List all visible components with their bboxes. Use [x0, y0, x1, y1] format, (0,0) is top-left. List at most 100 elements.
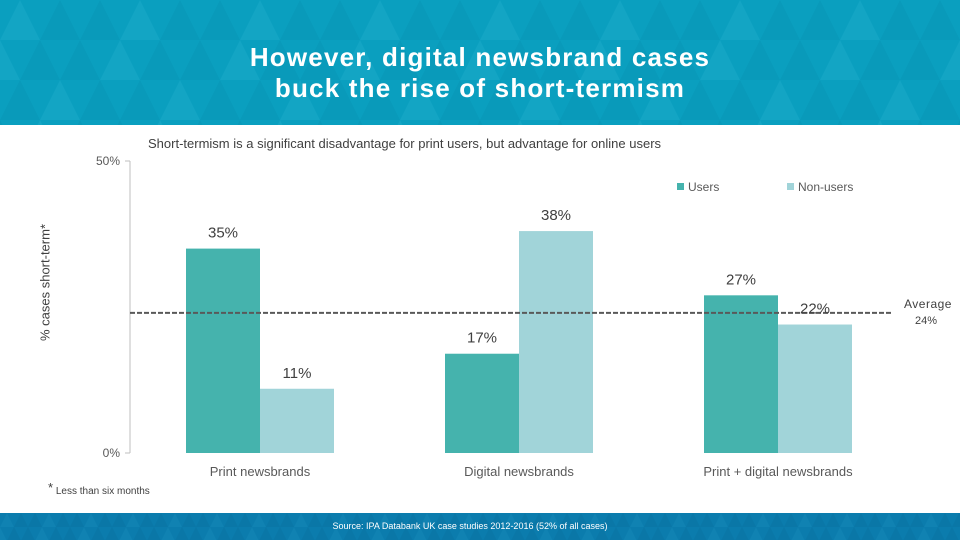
pattern-triangle	[680, 0, 720, 40]
pattern-triangle	[640, 80, 680, 120]
pattern-triangle	[847, 527, 861, 540]
legend-swatch-users	[677, 183, 684, 190]
pattern-triangle	[441, 527, 455, 540]
pattern-triangle	[77, 120, 83, 125]
pattern-triangle	[0, 40, 20, 80]
pattern-triangle	[182, 513, 196, 527]
pattern-triangle	[700, 40, 740, 80]
pattern-triangle	[112, 513, 126, 527]
pattern-triangle	[868, 513, 882, 527]
legend-item-users: Users	[677, 180, 719, 194]
pattern-triangle	[320, 0, 360, 40]
pattern-triangle	[553, 527, 567, 540]
pattern-triangle	[532, 513, 546, 527]
pattern-triangle	[84, 513, 98, 527]
header-triangle-pattern	[0, 0, 960, 125]
pattern-triangle	[497, 527, 511, 540]
pattern-triangle	[837, 120, 843, 125]
pattern-triangle	[336, 513, 350, 527]
pattern-triangle	[277, 120, 283, 125]
pattern-triangle	[742, 513, 756, 527]
pattern-triangle	[308, 513, 322, 527]
pattern-triangle	[557, 120, 563, 125]
pattern-triangle	[0, 120, 3, 125]
pattern-triangle	[735, 527, 749, 540]
pattern-triangle	[280, 80, 320, 120]
pattern-triangle	[560, 80, 600, 120]
pattern-triangle	[770, 513, 784, 527]
pattern-triangle	[180, 40, 220, 80]
data-label-users-3: 27%	[726, 271, 756, 288]
pattern-triangle	[385, 527, 399, 540]
pattern-triangle	[637, 527, 651, 540]
pattern-triangle	[525, 527, 539, 540]
bar-non-users-3	[778, 324, 852, 453]
pattern-triangle	[427, 527, 441, 540]
data-label-users-1: 35%	[208, 225, 238, 242]
pattern-triangle	[721, 527, 735, 540]
pattern-triangle	[217, 527, 231, 540]
pattern-triangle	[80, 80, 120, 120]
pattern-triangle	[805, 527, 819, 540]
pattern-triangle	[70, 513, 84, 527]
pattern-triangle	[560, 0, 600, 40]
pattern-triangle	[437, 120, 443, 125]
pattern-triangle	[600, 80, 640, 120]
pattern-triangle	[728, 513, 742, 527]
pattern-triangle	[546, 513, 560, 527]
pattern-triangle	[42, 513, 56, 527]
category-label-2: Digital newsbrands	[464, 464, 574, 479]
pattern-triangle	[20, 40, 60, 80]
pattern-triangle	[882, 513, 896, 527]
pattern-triangle	[757, 120, 763, 125]
pattern-triangle	[203, 527, 217, 540]
pattern-triangle	[644, 513, 658, 527]
pattern-triangle	[665, 527, 679, 540]
pattern-triangle	[517, 120, 523, 125]
pattern-triangle	[784, 513, 798, 527]
pattern-triangle	[168, 513, 182, 527]
pattern-triangle	[480, 0, 520, 40]
pattern-triangle	[520, 0, 560, 40]
pattern-triangle	[400, 80, 440, 120]
pattern-triangle	[413, 527, 427, 540]
pattern-triangle	[161, 527, 175, 540]
pattern-triangle	[840, 80, 880, 120]
pattern-triangle	[287, 527, 301, 540]
pattern-triangle	[77, 527, 91, 540]
footnote-marker: *	[48, 480, 54, 495]
pattern-triangle	[197, 120, 203, 125]
legend-label-users: Users	[688, 180, 720, 194]
pattern-triangle	[917, 527, 931, 540]
pattern-triangle	[280, 513, 294, 527]
pattern-triangle	[231, 527, 245, 540]
pattern-triangle	[360, 0, 400, 40]
pattern-triangle	[477, 120, 483, 125]
pattern-triangle	[952, 513, 960, 527]
pattern-triangle	[360, 80, 400, 120]
pattern-triangle	[833, 527, 847, 540]
pattern-triangle	[924, 513, 938, 527]
pattern-triangle	[392, 513, 406, 527]
pattern-triangle	[889, 527, 903, 540]
pattern-triangle	[240, 80, 280, 120]
data-label-non-users-1: 11%	[283, 365, 312, 382]
pattern-triangle	[483, 527, 497, 540]
bar-non-users-1	[260, 388, 334, 453]
pattern-triangle	[160, 0, 200, 40]
pattern-triangle	[126, 513, 140, 527]
pattern-triangle	[854, 513, 868, 527]
pattern-triangle	[0, 527, 7, 540]
pattern-triangle	[877, 120, 883, 125]
pattern-triangle	[117, 120, 123, 125]
slide-title: However, digital newsbrand cases buck th…	[249, 42, 711, 103]
pattern-triangle	[98, 513, 112, 527]
pattern-triangle	[460, 40, 500, 80]
pattern-triangle	[658, 513, 672, 527]
pattern-triangle	[380, 40, 420, 80]
pattern-triangle	[812, 513, 826, 527]
pattern-triangle	[760, 0, 800, 40]
y-tick-label: 50%	[96, 154, 120, 168]
pattern-triangle	[133, 527, 147, 540]
